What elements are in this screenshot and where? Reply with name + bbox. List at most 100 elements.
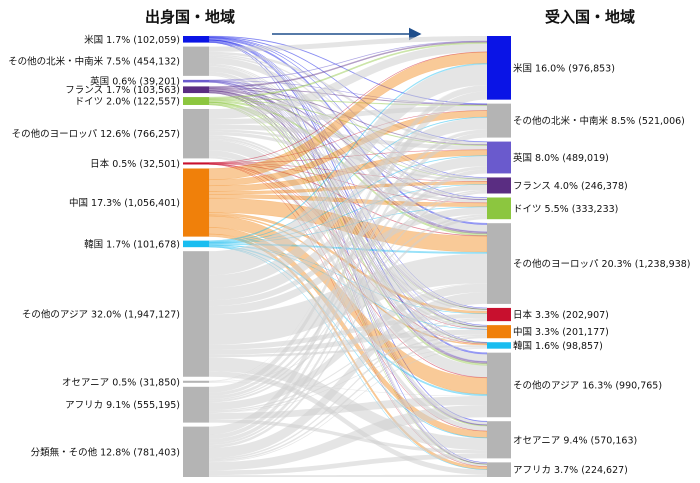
source-name-8: 韓国 <box>84 239 106 250</box>
flow-11-0 <box>209 85 487 393</box>
header-target: 受入国・地域 <box>545 8 635 26</box>
source-value-12: (781,403) <box>133 447 180 458</box>
target-pct-1: 8.5% <box>611 116 638 127</box>
source-label-12: 分類無・その他 12.8% (781,403) <box>31 446 180 458</box>
source-label-8: 韓国 1.7% (101,678) <box>84 239 180 250</box>
target-label-10: オセアニア 9.4% (570,163) <box>513 435 637 446</box>
target-label-3: フランス 4.0% (246,378) <box>513 181 628 192</box>
flow-10-0 <box>209 85 487 382</box>
target-label-7: 中国 3.3% (201,177) <box>513 326 609 338</box>
source-name-2: 英国 <box>90 76 112 88</box>
flow-1-0 <box>209 36 487 52</box>
source-pct-0: 1.7% <box>106 35 133 46</box>
flow-12-10 <box>209 453 487 476</box>
target-value-0: (976,853) <box>568 63 615 74</box>
flow-12-2 <box>209 169 487 444</box>
target-value-2: (489,019) <box>562 153 609 164</box>
target-pct-5: 20.3% <box>602 259 635 270</box>
target-value-8: (98,857) <box>562 341 603 352</box>
flow-1-11 <box>209 74 487 464</box>
target-value-11: (224,627) <box>581 465 628 476</box>
source-label-10: オセアニア 0.5% (31,850) <box>62 377 180 388</box>
target-node-0 <box>487 36 511 100</box>
source-value-9: (1,947,127) <box>124 309 180 320</box>
flow-12-3 <box>209 191 487 446</box>
source-node-10 <box>183 380 209 383</box>
target-label-8: 韓国 1.6% (98,857) <box>513 341 603 352</box>
source-name-12: 分類無・その他 <box>31 446 101 458</box>
source-value-4: (122,557) <box>133 97 180 108</box>
target-node-6 <box>487 307 511 322</box>
target-name-5: その他のヨーロッパ <box>513 258 602 270</box>
target-name-1: その他の北米・中南米 <box>513 115 611 127</box>
source-name-0: 米国 <box>84 34 106 46</box>
source-label-11: アフリカ 9.1% (555,195) <box>65 400 180 411</box>
flows <box>208 35 488 477</box>
source-node-8 <box>183 240 209 248</box>
flow-1-6 <box>209 63 487 310</box>
source-value-3: (103,563) <box>133 85 180 96</box>
flow-11-3 <box>209 189 487 401</box>
target-node-5 <box>487 223 511 304</box>
source-node-5 <box>183 108 209 159</box>
target-label-0: 米国 16.0% (976,853) <box>513 62 615 74</box>
source-node-11 <box>183 386 209 423</box>
flow-9-1 <box>209 117 487 289</box>
target-label-11: アフリカ 3.7% (224,627) <box>513 465 628 476</box>
target-node-3 <box>487 177 511 194</box>
target-name-0: 米国 <box>513 62 535 74</box>
source-pct-8: 1.7% <box>106 239 133 250</box>
target-value-3: (246,378) <box>581 181 628 192</box>
source-pct-7: 17.3% <box>91 198 124 209</box>
target-node-7 <box>487 325 511 339</box>
target-name-2: 英国 <box>513 152 535 164</box>
source-label-7: 中国 17.3% (1,056,401) <box>69 197 180 209</box>
target-label-2: 英国 8.0% (489,019) <box>513 152 609 164</box>
target-value-1: (521,006) <box>638 116 685 127</box>
source-value-8: (101,678) <box>133 239 180 250</box>
source-value-11: (555,195) <box>133 400 180 411</box>
source-name-9: その他のアジア <box>22 308 91 320</box>
source-label-2: 英国 0.6% (39,201) <box>90 76 180 88</box>
source-node-3 <box>183 86 209 94</box>
flow-10-1 <box>209 129 487 382</box>
target-pct-3: 4.0% <box>554 181 581 192</box>
source-name-5: その他のヨーロッパ <box>12 128 101 140</box>
source-nodes: 米国 1.7% (102,059) その他の北米・中南米 7.5% (454,13… <box>8 34 209 477</box>
flow-12-0 <box>209 91 487 435</box>
source-pct-9: 32.0% <box>91 309 124 320</box>
source-name-7: 中国 <box>69 197 91 209</box>
source-label-6: 日本 0.5% (32,501) <box>90 158 180 170</box>
flow-1-2 <box>209 51 487 145</box>
source-pct-3: 1.7% <box>106 85 133 96</box>
header-source: 出身国・地域 <box>145 8 235 26</box>
target-name-6: 日本 <box>513 309 535 321</box>
flow-10-11 <box>209 382 487 475</box>
flow-12-9 <box>209 405 487 471</box>
target-label-9: その他のアジア 16.3% (990,765) <box>513 379 662 391</box>
target-node-1 <box>487 103 511 138</box>
target-name-8: 韓国 <box>513 341 535 352</box>
target-name-7: 中国 <box>513 326 535 338</box>
target-name-11: アフリカ <box>513 465 554 476</box>
flow-1-4 <box>209 55 487 200</box>
target-value-4: (333,233) <box>572 204 619 215</box>
flow-5-2 <box>209 124 487 150</box>
flow-1-9 <box>209 66 487 362</box>
flow-12-5 <box>209 292 487 459</box>
flow-9-7 <box>209 329 487 355</box>
target-pct-7: 3.3% <box>535 327 562 338</box>
source-label-9: その他のアジア 32.0% (1,947,127) <box>22 308 180 320</box>
target-pct-11: 3.7% <box>554 465 581 476</box>
source-pct-1: 7.5% <box>106 57 133 68</box>
source-pct-4: 2.0% <box>106 97 133 108</box>
source-pct-12: 12.8% <box>100 447 133 458</box>
target-node-10 <box>487 421 511 459</box>
target-pct-0: 16.0% <box>535 63 568 74</box>
source-pct-11: 9.1% <box>106 400 133 411</box>
flow-9-0 <box>209 64 487 276</box>
flow-1-7 <box>209 64 487 327</box>
source-node-12 <box>183 426 209 477</box>
